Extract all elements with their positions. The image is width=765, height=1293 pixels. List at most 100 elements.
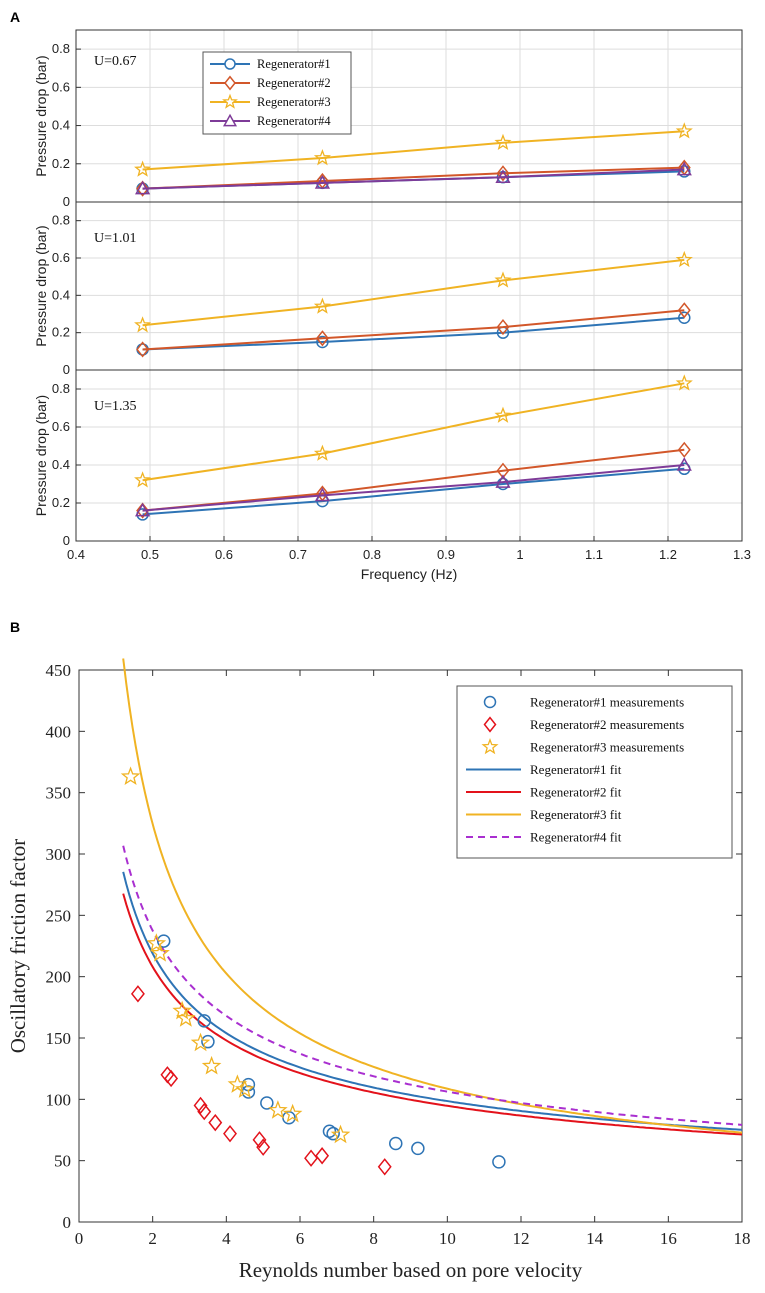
measurement-point [492,1155,506,1169]
y-axis-label: Pressure drop (bar) [33,225,49,346]
legend-entry: Regenerator#4 fit [530,830,622,845]
x-tick-label: 0.7 [289,547,307,562]
x-tick-label: 12 [513,1229,530,1248]
data-point [313,149,331,166]
legend-entry: Regenerator#3 fit [530,807,622,822]
measurement-point [315,1147,330,1165]
measurement-point [322,1124,337,1138]
fit-curve [122,871,743,1131]
measurement-point [197,1102,212,1121]
x-tick-label: 2 [148,1229,157,1248]
measurement-point [176,1008,196,1027]
measurement-point [377,1158,392,1176]
y-tick-label: 0.8 [52,213,70,228]
data-point [495,474,511,488]
y-tick-label: 0 [63,362,70,377]
legend-entry: Regenerator#4 [257,114,331,128]
x-tick-label: 18 [734,1229,751,1248]
legend-marker [224,75,236,91]
measurement-point [197,1014,211,1028]
y-tick-label: 0.2 [52,495,70,510]
y-tick-label: 150 [46,1029,72,1048]
measurement-point [326,1126,340,1141]
measurement-point [256,1138,271,1156]
data-point [496,462,510,479]
measurement-point [282,1103,303,1123]
legend-marker [481,738,499,755]
y-tick-label: 0.6 [52,250,70,265]
data-point [136,341,150,358]
x-tick-label: 6 [296,1229,305,1248]
measurement-point [252,1131,267,1149]
y-tick-label: 200 [46,968,72,987]
y-axis-label: Pressure drop (bar) [33,55,49,176]
data-point [134,471,152,488]
axes-frame [75,369,743,542]
measurement-point [130,985,145,1003]
legend-entry: Regenerator#2 fit [530,785,622,800]
series-line [142,258,685,327]
measurement-point [146,933,167,952]
x-tick-label: 0.4 [67,547,85,562]
axes-frame [75,201,743,371]
series-line [142,316,685,351]
axes-frame [78,669,743,1223]
x-tick-label: 10 [439,1229,456,1248]
data-point [314,487,331,502]
legend-entry: Regenerator#1 fit [530,762,622,777]
data-point [494,271,512,288]
measurement-point [201,1055,222,1075]
x-axis-label: Reynolds number based on pore velocity [239,1258,583,1282]
series-line [142,467,685,516]
data-point [313,297,331,314]
legend-entry: Regenerator#3 measurements [530,740,684,755]
data-point [676,161,692,176]
u-annotation: U=1.01 [94,231,137,246]
data-point [135,180,151,195]
y-tick-label: 250 [46,906,72,925]
y-tick-label: 0.6 [52,419,70,434]
panel-b-letter: B [10,619,20,635]
y-tick-label: 0.8 [52,41,70,56]
data-point [135,502,151,517]
x-tick-label: 16 [660,1229,677,1248]
measurement-point [172,1000,192,1020]
data-point [675,250,693,268]
data-point [494,406,512,423]
x-tick-label: 1.2 [659,547,677,562]
legend-a: Regenerator#1 Regenerator#2 Regenerator#3 R… [202,51,352,135]
axes-frame [75,29,743,203]
y-tick-label: 0.2 [52,325,70,340]
legend-marker [222,113,238,127]
measurement-point [201,1034,215,1049]
legend-entry: Regenerator#1 [257,57,331,71]
data-point [677,302,691,319]
series-line [142,130,685,171]
measurement-point [234,1079,255,1098]
u-annotation: U=0.67 [94,54,137,69]
measurement-point [190,1032,211,1052]
panel-a-letter: A [10,9,20,25]
measurement-point [268,1100,288,1119]
legend-marker [222,93,238,109]
y-tick-label: 50 [54,1152,71,1171]
data-point [314,175,331,189]
y-tick-label: 0.8 [52,381,70,396]
x-tick-label: 0.8 [363,547,381,562]
series-line [142,382,685,482]
fit-curve [122,893,743,1136]
x-tick-label: 1.1 [585,547,603,562]
y-tick-label: 0.4 [52,457,70,472]
x-tick-label: 1 [516,547,523,562]
y-tick-label: 0.6 [52,79,70,94]
data-point [315,330,329,347]
x-tick-label: 0.5 [141,547,159,562]
y-axis-label: Pressure drop (bar) [33,395,49,516]
data-point [494,133,512,151]
measurement-point [389,1136,403,1151]
fit-curve [122,845,743,1126]
data-point [495,169,511,183]
